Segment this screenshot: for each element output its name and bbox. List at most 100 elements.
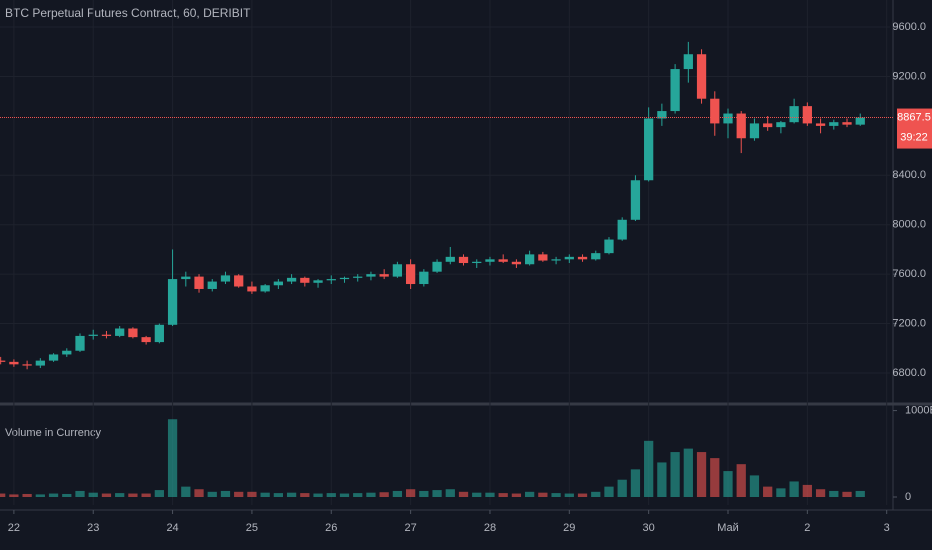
candle-body — [736, 113, 746, 139]
candle-body — [75, 335, 85, 351]
candle-body — [776, 122, 786, 128]
candle-body — [551, 259, 561, 261]
candle-body — [511, 261, 522, 265]
candle-body — [723, 113, 733, 124]
candle-body — [167, 279, 178, 325]
volume-bar — [75, 490, 85, 497]
candle-body — [683, 54, 693, 70]
volume-bar — [525, 491, 535, 497]
volume-bar — [207, 491, 217, 497]
candle-body — [538, 254, 548, 261]
candle-body — [789, 106, 799, 123]
candle-body — [313, 280, 323, 283]
volume-bar — [829, 490, 839, 497]
candle-body — [181, 276, 191, 280]
candle-body — [392, 264, 403, 277]
candle-body — [498, 259, 508, 262]
candle-body — [432, 261, 442, 272]
volume-bar — [855, 490, 865, 497]
x-tick-label: Май — [717, 522, 739, 534]
volume-bar — [763, 486, 773, 497]
volume-bar — [551, 493, 561, 497]
x-tick-label: 26 — [325, 522, 337, 534]
candle-body — [220, 275, 231, 282]
candle-body — [763, 123, 773, 128]
x-tick-label: 30 — [643, 522, 655, 534]
candle-body — [128, 328, 138, 338]
candle-body — [366, 274, 376, 277]
candle-body — [247, 286, 257, 292]
candle-body — [472, 261, 482, 264]
candle-body — [564, 256, 574, 260]
candle-body — [48, 354, 59, 361]
x-tick-label: 24 — [166, 522, 178, 534]
volume-bar — [234, 491, 244, 497]
candle-body — [141, 337, 151, 343]
candle-body — [630, 180, 641, 220]
volume-bar — [154, 490, 164, 497]
candle-body — [604, 239, 614, 254]
x-tick-label: 27 — [404, 522, 416, 534]
volume-bar — [392, 490, 403, 497]
volume-bar — [313, 493, 323, 497]
volume-bar — [326, 493, 336, 497]
volume-bar — [670, 452, 680, 497]
x-tick-label: 23 — [87, 522, 99, 534]
volume-bar — [577, 493, 588, 497]
candle-body — [326, 279, 336, 281]
volume-bar — [498, 493, 508, 497]
volume-bar — [736, 464, 746, 497]
volume-bar — [353, 493, 363, 497]
candle-body — [670, 69, 680, 112]
candle-body — [842, 122, 852, 125]
volume-bar — [696, 452, 707, 497]
candle-body — [591, 253, 601, 260]
candle-body — [234, 275, 244, 287]
volume-bar — [789, 481, 799, 497]
y-tick-label: 9200.0 — [892, 70, 926, 82]
chart-title: BTC Perpetual Futures Contract, 60, DERI… — [5, 6, 251, 20]
volume-bar — [432, 490, 442, 497]
y-tick-label: 9600.0 — [892, 21, 926, 33]
volume-bar — [710, 458, 720, 497]
volume-bar — [405, 489, 416, 497]
volume-bar — [630, 469, 641, 497]
volume-bar — [115, 493, 125, 497]
candle-body — [22, 364, 32, 366]
volume-bar — [419, 490, 429, 497]
x-tick-label: 2 — [804, 522, 810, 534]
volume-bar — [723, 471, 733, 497]
volume-bar — [167, 419, 178, 497]
volume-bar — [128, 493, 138, 497]
volume-bar — [0, 493, 6, 497]
volume-bar — [300, 493, 310, 497]
candle-body — [353, 276, 363, 278]
volume-bar — [445, 489, 455, 497]
last-price-box — [897, 108, 932, 149]
volume-bar — [260, 492, 270, 497]
candle-body — [260, 285, 270, 292]
candle-body — [207, 281, 217, 289]
volume-bar — [564, 493, 574, 497]
candle-body — [577, 256, 588, 260]
candle-body — [154, 324, 164, 343]
candle-body — [286, 277, 297, 282]
candle-body — [339, 277, 350, 280]
candle-body — [829, 122, 839, 126]
candle-body — [405, 264, 416, 285]
candle-body — [379, 274, 389, 277]
y-tick-label: 8000.0 — [892, 219, 926, 231]
candle-body — [749, 123, 760, 139]
volume-bar — [683, 448, 693, 497]
candle-body — [445, 256, 455, 262]
volume-bar — [9, 494, 19, 497]
y-tick-label: 7200.0 — [892, 317, 926, 329]
volume-bar — [644, 440, 654, 497]
volume-bar — [35, 494, 45, 497]
candle-body — [696, 54, 707, 99]
volume-bar — [538, 492, 548, 497]
candle-body — [101, 334, 112, 336]
volume-bar — [604, 486, 614, 497]
volume-bar — [802, 484, 812, 497]
volume-bar — [815, 489, 826, 497]
